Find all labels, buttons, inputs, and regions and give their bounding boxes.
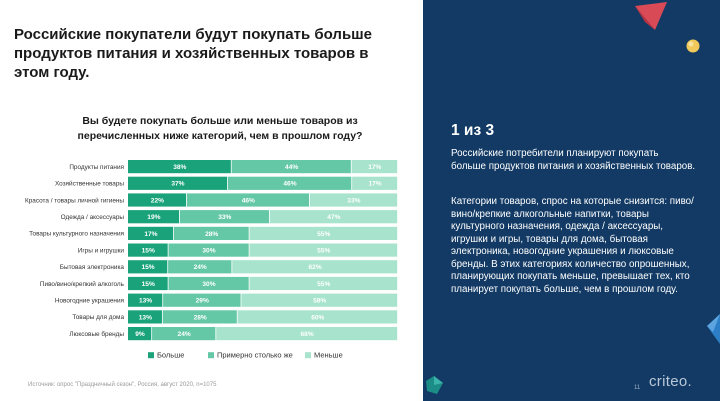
category-label: Люксовые бренды [69,330,124,338]
bar-segment [168,260,232,274]
bar-segment [168,276,249,291]
legend-swatch [305,352,311,359]
panel-paragraph-2: Категории товаров, спрос на которые сниз… [451,196,694,295]
bar-segment [162,310,237,324]
bar-value-label: 68% [301,331,314,338]
page-number: 11 [634,385,641,391]
bar-value-label: 46% [242,197,255,204]
bar-value-label: 13% [139,314,152,321]
bar-value-label: 15% [142,248,155,255]
bar-value-label: 30% [202,248,215,255]
bar-value-label: 44% [285,164,298,171]
bar-value-label: 38% [173,164,186,171]
bar-segment [216,327,398,341]
legend-swatch [148,352,154,359]
criteo-logo: criteo. [649,373,692,390]
bar-segment [179,210,270,224]
bar-segment [227,176,352,190]
bar-value-label: 37% [171,181,184,188]
category-label: Продукты питания [69,164,124,171]
category-label: Игры и игрушки [78,247,125,254]
bar-segment [237,310,398,324]
bar-segment [152,327,216,341]
bar-value-label: 28% [194,314,207,321]
bar-segment [128,310,162,324]
bar-value-label: 29% [196,298,209,305]
bar-value-label: 15% [141,264,154,271]
bar-segment [241,293,398,307]
bar-segment [128,160,231,174]
bar-segment [232,260,398,274]
bar-value-label: 46% [283,181,296,188]
category-label: Красота / товары личной гигиены [25,196,124,204]
legend-swatch [208,352,214,359]
bar-segment [128,243,168,257]
bar-segment [249,243,398,257]
bar-segment [309,193,398,207]
category-label: Пиво/вино/крепкий алкоголь [40,280,125,288]
bar-value-label: 58% [313,298,326,305]
teal-gem-decoration [426,376,443,394]
blue-shape-decoration [707,314,720,344]
bar-value-label: 30% [202,281,215,288]
bar-segment [128,176,228,190]
bar-segment [173,226,249,240]
bar-segment [168,243,249,257]
stacked-bar-chart: Продукты питания 38% 44% 17% Хозяйственные т… [25,160,398,360]
bar-segment [128,193,187,207]
category-label: Товары культурного назначения [29,231,124,238]
right-panel: 1 из 3 Российские потребители планируют … [423,0,720,401]
category-label: Товары для дома [72,314,124,321]
bar-segment [269,210,398,224]
gold-circle-decoration [686,39,700,53]
bar-value-label: 24% [178,331,191,338]
bar-value-label: 9% [135,331,145,338]
bar-value-label: 24% [194,264,207,271]
chart-question: Вы будете покупать больше или меньше тов… [77,115,363,142]
bar-segment [128,210,180,224]
bar-segment [249,276,398,291]
bar-segment [128,226,174,240]
bar-value-label: 55% [317,248,330,255]
bar-value-label: 33% [347,197,360,204]
bar-value-label: 62% [309,264,322,271]
bar-value-label: 19% [147,214,160,221]
panel-paragraph-1: Российские потребители планируют покупат… [451,148,696,172]
bar-segment [128,293,163,307]
bar-segment [249,226,398,240]
bar-segment [128,276,168,291]
bar-value-label: 55% [317,281,330,288]
legend-label: Примерно столько же [217,351,293,360]
page-title: Российские покупатели будут покупать бол… [14,26,373,81]
bar-segment [186,193,309,207]
legend-label: Меньше [314,351,343,360]
bar-value-label: 17% [144,231,157,238]
red-triangle-decoration [635,2,667,30]
bar-segment [351,160,398,174]
bar-value-label: 15% [142,281,155,288]
panel-heading: 1 из 3 [451,122,495,139]
bar-segment [231,160,351,174]
bar-value-label: 47% [327,214,340,221]
bar-segment [128,260,168,274]
bar-segment [163,293,241,307]
bar-value-label: 22% [151,197,164,204]
bar-value-label: 17% [368,164,381,171]
category-label: Одежда / аксессуары [61,214,125,221]
category-label: Хозяйственные товары [55,180,124,188]
bar-value-label: 28% [205,231,218,238]
source-note: Источник: опрос "Праздничный сезон", Рос… [28,382,217,388]
bar-value-label: 17% [368,181,381,188]
category-label: Бытовая электроника [60,264,125,271]
left-panel: Российские покупатели будут покупать бол… [14,26,398,388]
bar-segment [352,176,398,190]
bar-value-label: 13% [139,298,152,305]
category-label: Новогодние украшения [55,298,125,305]
legend-label: Больше [157,351,184,360]
bar-value-label: 33% [218,214,231,221]
bar-segment [128,327,152,341]
bar-value-label: 60% [311,314,324,321]
bar-value-label: 55% [317,231,330,238]
